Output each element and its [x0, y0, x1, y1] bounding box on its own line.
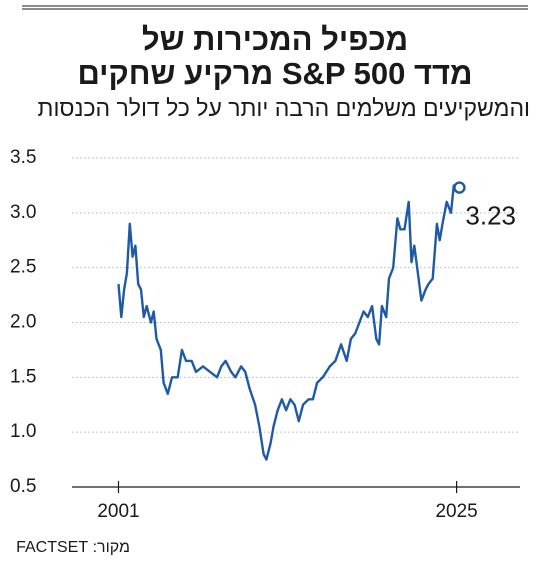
chart-subtitle: והמשקיעים משלמים הרבה יותר על כל דולר הכ… — [38, 95, 530, 121]
end-label: 3.23 — [465, 200, 516, 230]
line — [117, 184, 460, 461]
y-tick-label: 2.5 — [10, 257, 36, 278]
source: מקור: FACTSET — [16, 539, 130, 556]
y-tick-label: 0.5 — [10, 476, 36, 497]
chart-title: מדד S&P 500 מרקיע שחקים — [77, 56, 472, 91]
y-tick-label: 3.0 — [10, 202, 36, 223]
x-tick-label: 2001 — [97, 501, 139, 522]
y-tick-label: 3.5 — [10, 147, 36, 168]
y-tick-label: 2.0 — [10, 312, 36, 333]
chart-title: מכפיל המכירות של — [142, 22, 408, 57]
y-tick-label: 1.5 — [10, 366, 36, 387]
x-tick-label: 2025 — [435, 501, 477, 522]
y-tick-label: 1.0 — [10, 421, 36, 442]
end-marker — [453, 181, 466, 194]
